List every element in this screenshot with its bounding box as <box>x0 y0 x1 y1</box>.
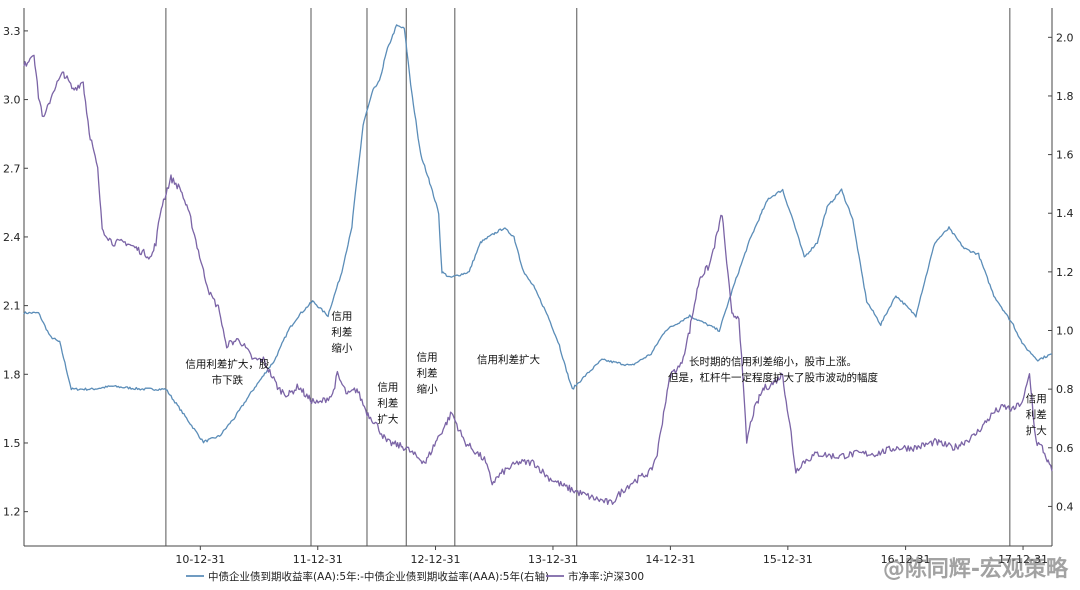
annotation-text: 信用利差扩大 <box>1026 393 1048 437</box>
x-tick-label: 16-12-31 <box>881 553 931 566</box>
y-left-tick-label: 1.2 <box>3 506 21 519</box>
y-left-tick-label: 2.1 <box>3 300 21 313</box>
x-tick-label: 15-12-31 <box>763 553 813 566</box>
legend: 中债企业债到期收益率(AA):5年:-中债企业债到期收益率(AAA):5年(右轴… <box>186 570 644 583</box>
y-left-tick-label: 1.5 <box>3 437 21 450</box>
y-right-tick-label: 1.2 <box>1056 266 1074 279</box>
y-right-tick-label: 0.8 <box>1056 383 1074 396</box>
y-right-axis: 2.0 1.8 1.6 1.4 1.2 1.0 0.8 0.6 0.4 <box>1048 31 1074 513</box>
y-left-tick-label: 2.7 <box>3 162 21 175</box>
x-tick-label: 14-12-31 <box>645 553 695 566</box>
annotation-text: 长时期的信用利差缩小，股市上涨。但是，杠杆牛一定程度扩大了股市波动的幅度 <box>668 355 878 384</box>
legend-label-pb-csi300: 市净率:沪深300 <box>568 570 644 583</box>
y-left-tick-label: 3.3 <box>3 25 21 38</box>
y-left-axis: 3.3 3.0 2.7 2.4 2.1 1.8 1.5 1.2 <box>3 25 28 519</box>
watermark: @陈同辉-宏观策略 <box>883 556 1069 582</box>
x-tick-label: 12-12-31 <box>411 553 461 566</box>
y-right-tick-label: 0.4 <box>1056 500 1074 513</box>
x-tick-label: 11-12-31 <box>293 553 343 566</box>
x-axis: 10-12-31 11-12-31 12-12-31 13-12-31 14-12-31… <box>175 546 1048 566</box>
plot-frame <box>23 8 1053 547</box>
x-tick-label: 13-12-31 <box>528 553 578 566</box>
annotation-text: 信用利差扩大 <box>477 353 540 366</box>
series-group <box>23 24 1053 506</box>
annotation-text: 信用利差扩大，股市下跌 <box>185 357 269 386</box>
annotation-text: 信用利差缩小 <box>417 352 438 396</box>
legend-label-credit-spread: 中债企业债到期收益率(AA):5年:-中债企业债到期收益率(AAA):5年(右轴… <box>208 570 549 583</box>
y-right-tick-label: 1.0 <box>1056 325 1074 338</box>
x-tick-label: 10-12-31 <box>175 553 225 566</box>
y-left-tick-label: 1.8 <box>3 368 21 381</box>
vertical-lines <box>165 8 1011 546</box>
y-right-tick-label: 1.6 <box>1056 149 1074 162</box>
y-right-tick-label: 1.8 <box>1056 90 1074 103</box>
series-credit-spread-line <box>23 24 1053 444</box>
y-right-tick-label: 2.0 <box>1056 31 1074 44</box>
y-right-tick-label: 1.4 <box>1056 207 1074 220</box>
y-right-tick-label: 0.6 <box>1056 442 1074 455</box>
annotation-text: 信用利差缩小 <box>331 310 352 354</box>
y-left-tick-label: 3.0 <box>3 94 21 107</box>
series-pb-csi300-line <box>23 54 1053 506</box>
x-tick-label: 17-12-31 <box>998 553 1048 566</box>
annotation-text: 信用利差扩大 <box>377 381 398 425</box>
y-left-tick-label: 2.4 <box>3 231 21 244</box>
